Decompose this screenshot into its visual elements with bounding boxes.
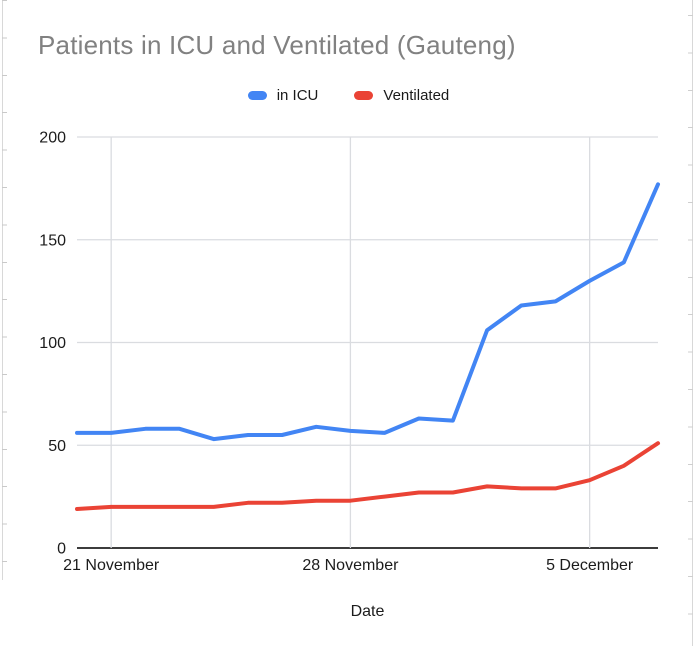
frame-left-ruler-ticks: [2, 0, 7, 580]
legend-swatch-ventilated: [354, 91, 374, 100]
legend: in ICU Ventilated: [0, 87, 697, 104]
x-tick-label: 28 November: [302, 557, 399, 574]
legend-item-ventilated: Ventilated: [354, 87, 449, 104]
x-tick-label: 21 November: [63, 557, 160, 574]
y-tick-label: 0: [57, 541, 66, 558]
chart-title: Patients in ICU and Ventilated (Gauteng): [38, 30, 516, 60]
series-line-in-icu: [75, 182, 660, 442]
legend-label-ventilated: Ventilated: [383, 87, 450, 104]
legend-swatch-in-icu: [247, 91, 267, 100]
y-tick-label: 200: [39, 130, 66, 147]
legend-label-in-icu: in ICU: [276, 87, 319, 104]
x-axis-title: Date: [351, 603, 385, 620]
y-tick-label: 150: [39, 232, 66, 249]
legend-item-in-icu: in ICU: [247, 87, 319, 104]
y-tick-label: 100: [39, 335, 66, 352]
x-tick-label: 5 December: [546, 557, 634, 574]
series-line-ventilated: [75, 441, 660, 511]
y-tick-label: 50: [48, 438, 66, 455]
frame-right-ruler-ticks: [688, 15, 693, 646]
